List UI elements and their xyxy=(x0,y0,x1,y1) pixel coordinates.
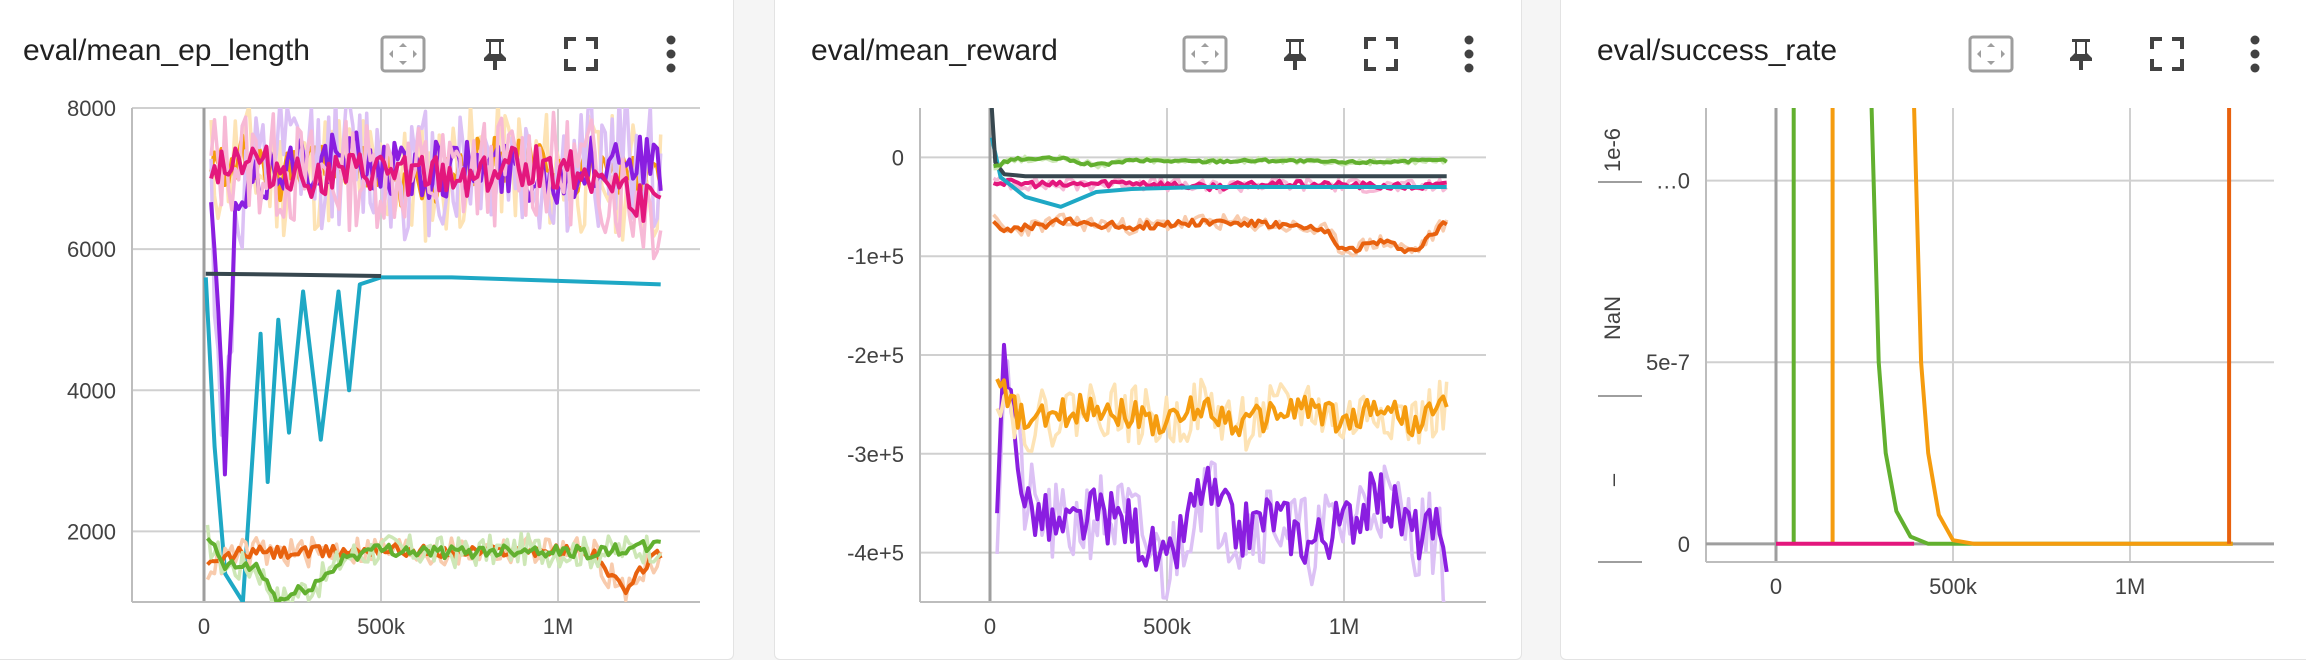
more-vert-icon xyxy=(666,35,676,73)
series-line xyxy=(993,155,1448,169)
series-line xyxy=(995,342,1449,573)
chart-card-success-rate: eval/success_rate xyxy=(1560,0,2306,660)
pin-icon xyxy=(1284,39,1306,70)
more-vert-icon xyxy=(2250,35,2260,73)
series-line xyxy=(209,144,662,223)
pin-button[interactable] xyxy=(467,26,523,82)
fit-to-data-icon xyxy=(380,35,426,73)
card-title: eval/mean_ep_length xyxy=(23,34,310,67)
series-line xyxy=(203,275,661,602)
fit-to-data-button[interactable] xyxy=(1963,26,2019,82)
plot-area xyxy=(203,108,663,602)
series-line xyxy=(992,216,1448,255)
series-line xyxy=(205,271,382,278)
x-tick-label: 0 xyxy=(1770,574,1782,599)
chart-0: 2000 4000 6000 8000 0 500k 1M xyxy=(67,96,700,639)
fit-to-data-button[interactable] xyxy=(1177,26,1233,82)
pin-icon xyxy=(2070,39,2092,70)
series-line xyxy=(989,137,1447,209)
y-tick-label: 4000 xyxy=(67,378,116,403)
x-tick-label: 1M xyxy=(1329,614,1360,639)
pin-icon xyxy=(484,39,506,70)
fit-to-data-icon xyxy=(1968,35,2014,73)
y-tick-label: -3e+5 xyxy=(847,442,904,467)
fullscreen-button[interactable] xyxy=(553,26,609,82)
card-title: eval/mean_reward xyxy=(811,34,1058,67)
series-line xyxy=(995,378,1449,438)
y-tick-label: …0 xyxy=(1656,169,1690,194)
series-raw-line xyxy=(995,359,1446,602)
more-options-button[interactable] xyxy=(2227,26,2283,82)
y-tick-label: -1e+5 xyxy=(847,244,904,269)
series-raw-line xyxy=(205,524,663,602)
x-tick-label: 0 xyxy=(198,614,210,639)
axis-dash-label: – xyxy=(1600,473,1625,486)
series-line xyxy=(989,108,1447,179)
series-line xyxy=(1912,108,2233,546)
plot-area xyxy=(989,108,1449,602)
y-tick-label: -2e+5 xyxy=(847,343,904,368)
chart-1: 0 -1e+5 -2e+5 -3e+5 -4e+5 0 500k 1M xyxy=(847,108,1486,639)
fullscreen-icon xyxy=(1364,37,1398,71)
fullscreen-button[interactable] xyxy=(1353,26,1409,82)
x-tick-label: 500k xyxy=(357,614,406,639)
fit-to-data-icon xyxy=(1182,35,1228,73)
fullscreen-button[interactable] xyxy=(2139,26,2195,82)
y-tick-label: 2000 xyxy=(67,519,116,544)
fullscreen-icon xyxy=(2150,37,2184,71)
more-vert-icon xyxy=(1464,35,1474,73)
y-tick-label: 5e-7 xyxy=(1646,350,1690,375)
pin-button[interactable] xyxy=(2053,26,2109,82)
y-tick-label: 0 xyxy=(1678,532,1690,557)
series-line xyxy=(205,537,661,602)
y-tick-label: 6000 xyxy=(67,237,116,262)
y-tick-label: -4e+5 xyxy=(847,541,904,566)
more-options-button[interactable] xyxy=(1441,26,1497,82)
plot-area xyxy=(1776,108,2233,546)
series-line xyxy=(992,177,1447,193)
fullscreen-icon xyxy=(564,37,598,71)
x-tick-label: 0 xyxy=(984,614,996,639)
y-tick-label: 0 xyxy=(892,145,904,170)
card-title: eval/success_rate xyxy=(1597,34,1838,67)
fit-to-data-button[interactable] xyxy=(375,26,431,82)
x-tick-label: 1M xyxy=(2115,574,2146,599)
series-raw-line xyxy=(992,175,1448,195)
axis-nan-label: NaN xyxy=(1600,296,1625,340)
x-tick-label: 1M xyxy=(543,614,574,639)
x-tick-label: 500k xyxy=(1143,614,1192,639)
chart-2: 0 5e-7 …0 0 500k 1M 1e-6 NaN – xyxy=(1598,108,2274,599)
axis-exponent-label: 1e-6 xyxy=(1600,128,1625,172)
x-tick-label: 500k xyxy=(1929,574,1978,599)
pin-button[interactable] xyxy=(1267,26,1323,82)
y-tick-label: 8000 xyxy=(67,96,116,121)
more-options-button[interactable] xyxy=(643,26,699,82)
series-line xyxy=(1869,108,2233,546)
